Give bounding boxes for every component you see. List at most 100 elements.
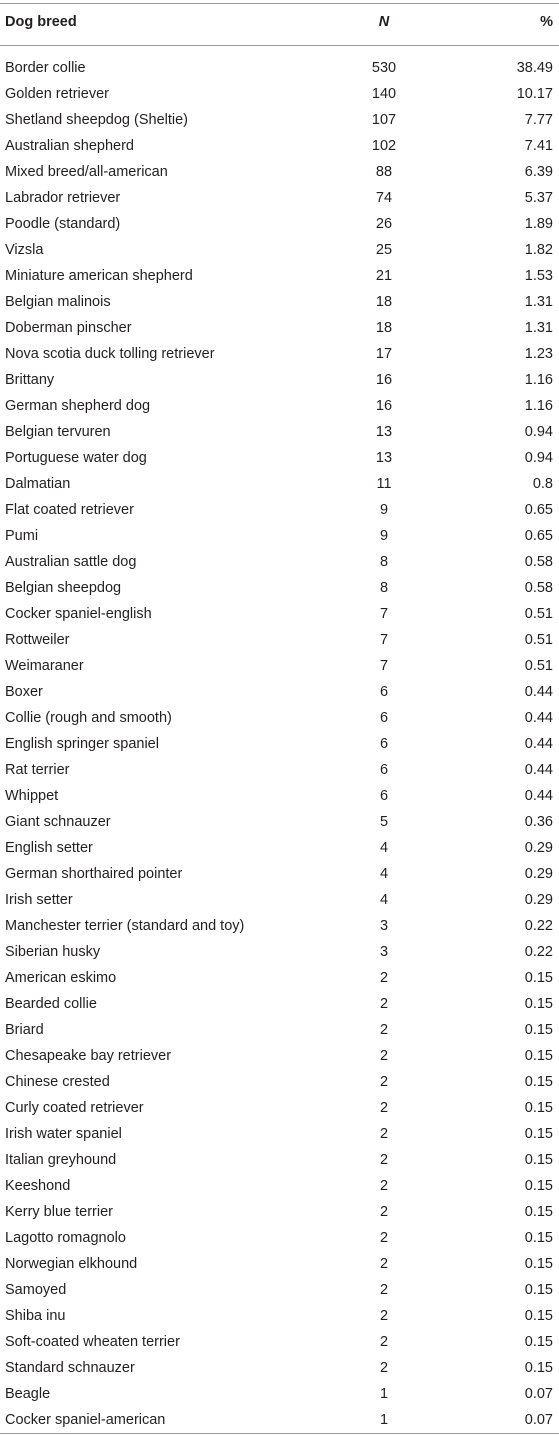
table-cell: 0.44 [524, 736, 553, 752]
table-cell: 25 [375, 242, 393, 258]
table-cell: Siberian husky [5, 944, 101, 960]
bottom-rule [0, 1433, 559, 1434]
table-cell: 16 [375, 398, 393, 414]
table-cell: 0.65 [524, 502, 553, 518]
table-cell: 21 [375, 268, 393, 284]
table-cell: Shiba inu [5, 1308, 66, 1324]
table-cell: English springer spaniel [5, 736, 159, 752]
table-cell: 0.15 [524, 1308, 553, 1324]
table-cell: Soft-coated wheaten terrier [5, 1334, 180, 1350]
table-cell: 2 [379, 1360, 389, 1376]
table-cell: 0.51 [524, 606, 553, 622]
table-cell: 0.15 [524, 1334, 553, 1350]
table-cell: 6 [379, 710, 389, 726]
table-cell: Samoyed [5, 1282, 67, 1298]
table-cell: Miniature american shepherd [5, 268, 193, 284]
table-cell: 74 [375, 190, 393, 206]
table-cell: 2 [379, 1048, 389, 1064]
table-cell: Giant schnauzer [5, 814, 111, 830]
table-cell: 17 [375, 346, 393, 362]
table-cell: 2 [379, 1126, 389, 1142]
table-cell: 2 [379, 1100, 389, 1116]
table-cell: 8 [379, 554, 389, 570]
table-cell: Golden retriever [5, 86, 109, 102]
table-cell: Australian shepherd [5, 138, 134, 154]
table-cell: Australian sattle dog [5, 554, 137, 570]
table-cell: 18 [375, 294, 393, 310]
table-cell: 3 [379, 918, 389, 934]
table-cell: Norwegian elkhound [5, 1256, 138, 1272]
table-cell: 6 [379, 736, 389, 752]
table-cell: 9 [379, 528, 389, 544]
table-cell: 0.36 [524, 814, 553, 830]
table-cell: 0.58 [524, 554, 553, 570]
table-cell: 2 [379, 1230, 389, 1246]
table-cell: Cocker spaniel-american [5, 1412, 166, 1428]
table-cell: Chinese crested [5, 1074, 110, 1090]
table-cell: 0.44 [524, 762, 553, 778]
table-cell: 4 [379, 840, 389, 856]
table-cell: Collie (rough and smooth) [5, 710, 172, 726]
table-cell: Belgian tervuren [5, 424, 111, 440]
table-cell: 38.49 [516, 60, 553, 76]
table-cell: Manchester terrier (standard and toy) [5, 918, 245, 934]
table-cell: Irish water spaniel [5, 1126, 122, 1142]
table-cell: 0.22 [524, 918, 553, 934]
table-cell: 0.44 [524, 710, 553, 726]
table-cell: 0.44 [524, 684, 553, 700]
table-cell: 0.51 [524, 632, 553, 648]
table-cell: Chesapeake bay retriever [5, 1048, 172, 1064]
header-cell: % [540, 14, 553, 30]
table-cell: 13 [375, 450, 393, 466]
table-cell: 0.94 [524, 424, 553, 440]
table-cell: Lagotto romagnolo [5, 1230, 126, 1246]
table-cell: 1.89 [524, 216, 553, 232]
table-cell: 7 [379, 606, 389, 622]
table-cell: 8 [379, 580, 389, 596]
table-cell: Vizsla [5, 242, 44, 258]
table-cell: 0.15 [524, 1022, 553, 1038]
table-cell: 1.16 [524, 398, 553, 414]
table-cell: 0.58 [524, 580, 553, 596]
table-cell: 0.29 [524, 840, 553, 856]
table-cell: Keeshond [5, 1178, 71, 1194]
table-cell: 1.23 [524, 346, 553, 362]
table-cell: Doberman pinscher [5, 320, 132, 336]
table-cell: 5.37 [524, 190, 553, 206]
table-cell: 0.94 [524, 450, 553, 466]
table-cell: Shetland sheepdog (Sheltie) [5, 112, 188, 128]
header-cell: N [378, 14, 390, 30]
table-cell: Italian greyhound [5, 1152, 117, 1168]
table-cell: 16 [375, 372, 393, 388]
table-cell: 18 [375, 320, 393, 336]
table-cell: Labrador retriever [5, 190, 121, 206]
table-cell: 2 [379, 1334, 389, 1350]
table-cell: 6 [379, 762, 389, 778]
table-cell: 0.15 [524, 1178, 553, 1194]
table-cell: 2 [379, 1074, 389, 1090]
table-cell: 0.15 [524, 1074, 553, 1090]
table-cell: 2 [379, 1178, 389, 1194]
table-cell: 1 [379, 1412, 389, 1428]
table-cell: German shorthaired pointer [5, 866, 183, 882]
table-cell: Kerry blue terrier [5, 1204, 113, 1220]
table-cell: 102 [371, 138, 397, 154]
table-cell: 2 [379, 1308, 389, 1324]
table-cell: Bearded collie [5, 996, 97, 1012]
table-cell: 140 [371, 86, 397, 102]
table-cell: Beagle [5, 1386, 51, 1402]
table-cell: 0.65 [524, 528, 553, 544]
table-cell: 0.15 [524, 996, 553, 1012]
table-cell: 0.51 [524, 658, 553, 674]
table-cell: Curly coated retriever [5, 1100, 144, 1116]
table-cell: Rottweiler [5, 632, 70, 648]
table-cell: Briard [5, 1022, 44, 1038]
table-cell: 3 [379, 944, 389, 960]
table-cell: 4 [379, 866, 389, 882]
table-cell: Weimaraner [5, 658, 84, 674]
table-cell: Whippet [5, 788, 59, 804]
table-cell: Dalmatian [5, 476, 71, 492]
table-cell: 1.31 [524, 294, 553, 310]
table-cell: 11 [376, 476, 392, 492]
